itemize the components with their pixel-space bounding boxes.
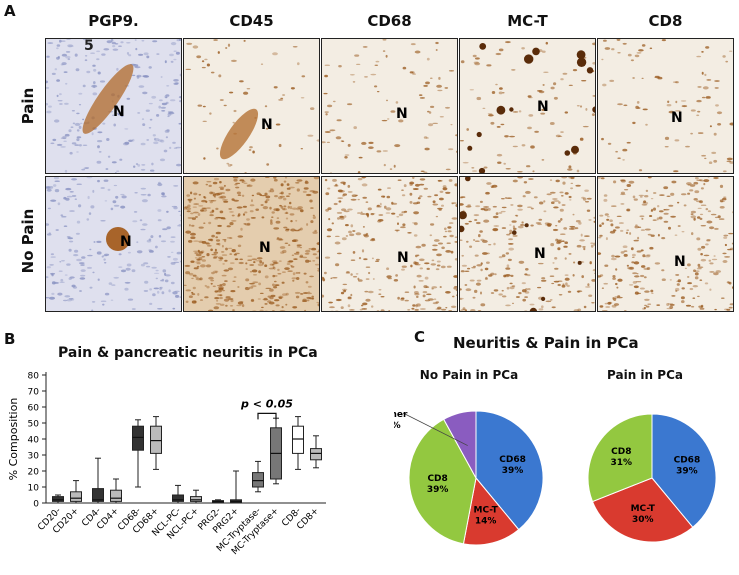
nerve-label: N	[674, 254, 686, 270]
stain-texture	[322, 177, 457, 311]
column-header-pgp-text: PGP9.	[88, 12, 139, 30]
box-CD68-	[132, 425, 144, 451]
significance-bracket	[257, 412, 277, 420]
pie-label-value: 39%	[427, 485, 449, 495]
box-CD20+	[70, 491, 82, 502]
pie-leader-line	[402, 412, 468, 446]
y-axis-label: % Composition	[7, 398, 20, 481]
stain-texture	[322, 39, 457, 173]
pie-label-name: CD8	[427, 474, 447, 484]
histology-tile-no-pain-cd8: N	[597, 176, 734, 312]
nerve-label: N	[259, 240, 271, 256]
column-header-pgp95: PGP9.	[45, 12, 182, 30]
pie-label-value: 14%	[475, 517, 497, 527]
pie-title-pain: Pain in PCa	[607, 368, 683, 382]
box-MC-Tryptase-	[252, 472, 264, 488]
stain-texture	[598, 39, 733, 173]
nerve-label: N	[261, 117, 273, 133]
stain-texture	[46, 177, 181, 311]
panel-label-a: A	[4, 2, 16, 20]
pie-chart-title: Neuritis & Pain in PCa	[453, 334, 639, 352]
p-value-annotation: p < 0.05	[240, 397, 293, 410]
histology-tile-pain-cd45: N	[183, 38, 320, 174]
pie-title-no-pain: No Pain in PCa	[419, 368, 519, 382]
pie-label-name: CD68	[674, 455, 701, 465]
nerve-label: N	[534, 246, 546, 262]
stain-texture	[184, 177, 319, 311]
box-CD8-	[292, 425, 304, 454]
panel-label-c: C	[414, 328, 426, 346]
histology-tile-no-pain-cd68: N	[321, 176, 458, 312]
box-CD4+	[110, 489, 122, 502]
panel-label-b: B	[4, 330, 16, 348]
box-CD20-	[52, 496, 64, 502]
column-header-mct: MC-T	[507, 12, 548, 30]
row-label-pain: Pain	[19, 87, 37, 125]
box-chart-title: Pain & pancreatic neuritis in PCa	[58, 345, 318, 361]
pie-charts: CD6839%MC-T14%CD839%Other8%CD6839%MC-T30…	[394, 410, 717, 546]
box-NCL-PC-	[172, 494, 184, 502]
column-header-cd68: CD68	[367, 12, 412, 30]
y-tick-label: 60	[28, 404, 40, 414]
histology-tile-pain-cd68: N	[321, 38, 458, 174]
stain-texture	[46, 39, 181, 173]
column-header-pgp-suffix: 5	[84, 38, 94, 54]
nerve-label: N	[671, 110, 683, 126]
column-header-cd8: CD8	[648, 12, 683, 30]
box-CD68+	[150, 425, 162, 454]
pie-label-name: CD8	[611, 447, 631, 457]
pie-label-name: CD68	[499, 455, 526, 465]
pie-label-value: 8%	[394, 421, 401, 431]
y-tick-label: 0	[33, 500, 39, 510]
y-tick-label: 40	[28, 436, 40, 446]
nerve-label: N	[120, 234, 132, 250]
pie-slice-cd8	[587, 413, 653, 503]
pie-label-name: Other	[394, 410, 408, 420]
nerve-label: N	[396, 106, 408, 122]
box-CD8+	[310, 448, 322, 461]
pie-label-name: MC-T	[474, 506, 499, 516]
stain-texture	[598, 177, 733, 311]
y-tick-label: 30	[28, 452, 40, 462]
pie-label-value: 39%	[676, 466, 698, 476]
y-tick-label: 80	[28, 372, 40, 382]
box-CD4-	[92, 488, 104, 502]
stain-texture	[184, 39, 319, 173]
pie-slice-mc-t	[591, 477, 694, 543]
stain-texture	[460, 177, 595, 311]
y-tick-label: 70	[28, 388, 40, 398]
histology-tile-pain-cd8: N	[597, 38, 734, 174]
y-tick-label: 50	[28, 420, 40, 430]
histology-tile-pain-mct: N	[459, 38, 596, 174]
histology-tile-no-pain-pgp95: N	[45, 176, 182, 312]
nerve-label: N	[537, 99, 549, 115]
nerve-label: N	[397, 250, 409, 266]
pie-slice-cd68	[475, 410, 544, 531]
pie-slice-cd68	[651, 413, 717, 529]
row-label-no-pain: No Pain	[19, 208, 37, 274]
y-tick-label: 10	[28, 484, 40, 494]
pie-slice-mc-t	[462, 476, 520, 546]
pie-label-name: MC-T	[631, 504, 656, 514]
stain-texture	[460, 39, 595, 173]
pie-label-value: 39%	[502, 466, 524, 476]
y-tick-label: 20	[28, 468, 40, 478]
box-NCL-PC+	[190, 496, 202, 502]
pie-label-value: 30%	[632, 515, 654, 525]
pie-slice-other	[443, 410, 477, 479]
histology-tile-no-pain-mct: N	[459, 176, 596, 312]
nerve-label: N	[113, 104, 125, 120]
pie-slice-cd8	[408, 418, 477, 545]
histology-tile-no-pain-cd45: N	[183, 176, 320, 312]
column-header-cd45: CD45	[229, 12, 274, 30]
pie-label-value: 31%	[611, 458, 633, 468]
